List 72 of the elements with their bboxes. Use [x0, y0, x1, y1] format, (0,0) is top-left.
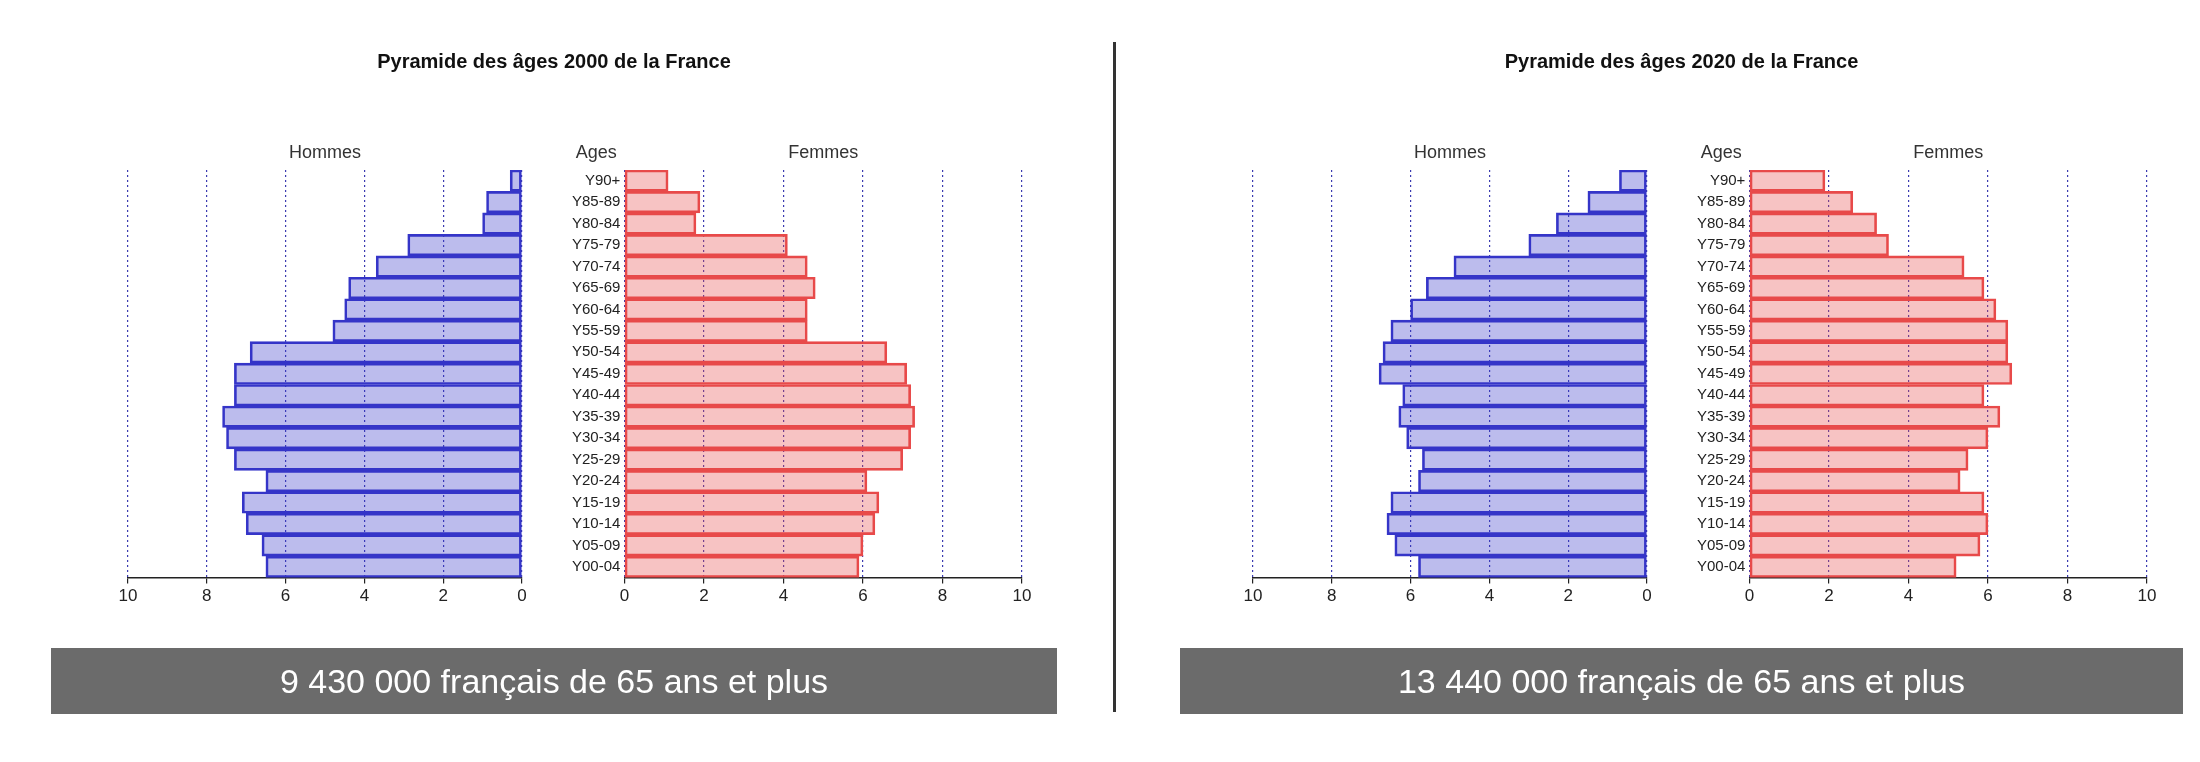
text: Hommes — [1413, 141, 1487, 162]
y-tick-label: Y70-74 — [571, 256, 621, 274]
y-tick-label: Y15-19 — [1696, 492, 1746, 510]
y-tick-label: Y60-64 — [1696, 299, 1746, 317]
x-tick-label: 4 — [778, 586, 789, 606]
text: Hommes — [288, 141, 362, 162]
y-tick-label: Y35-39 — [571, 406, 621, 424]
y-tick-label: Y45-49 — [571, 363, 621, 381]
y-tick-label: Y25-29 — [1696, 449, 1746, 467]
y-tick-label: Y10-14 — [1696, 514, 1746, 532]
y-tick-label: Y40-44 — [1696, 385, 1746, 403]
text: 13 440 000 français de 65 ans et plus — [1180, 648, 2183, 714]
y-tick-label: Y25-29 — [571, 449, 621, 467]
x-tick-label: 6 — [858, 586, 868, 606]
y-tick-label: Y50-54 — [571, 342, 621, 360]
y-tick-label: Y30-34 — [571, 428, 621, 446]
y-tick-label: Y15-19 — [571, 492, 621, 510]
chart-title: Pyramide des âges 2020 de la France — [1503, 50, 1860, 73]
y-tick-label: Y90+ — [584, 170, 621, 188]
x-tick-label: 6 — [1405, 586, 1416, 606]
y-tick-label: Y40-44 — [571, 385, 621, 403]
x-tick-label: 4 — [1484, 586, 1495, 606]
x-tick-label: 4 — [1903, 586, 1914, 606]
x-tick-label: 2 — [699, 586, 709, 606]
x-tick-label: 8 — [202, 586, 212, 606]
y-tick-label: Y75-79 — [571, 235, 621, 253]
x-tick-label: 8 — [937, 586, 948, 606]
x-tick-label: 4 — [359, 586, 370, 606]
x-tick-label: 10 — [1243, 586, 1263, 606]
x-tick-label: 8 — [2062, 586, 2073, 606]
text: Femmes — [1913, 141, 1984, 162]
chart-title: Pyramide des âges 2000 de la France — [376, 50, 732, 73]
x-tick-label: 0 — [1744, 586, 1755, 606]
y-tick-label: Y55-59 — [571, 321, 621, 339]
x-tick-label: 8 — [1327, 586, 1337, 606]
x-tick-label: 2 — [438, 586, 448, 606]
y-axis-title: Ages — [575, 141, 617, 162]
text: 9 430 000 français de 65 ans et plus — [51, 648, 1057, 714]
x-tick-label: 0 — [517, 586, 527, 606]
y-tick-label: Y50-54 — [1696, 342, 1746, 360]
y-tick-label: Y30-34 — [1696, 428, 1746, 446]
x-tick-label: 6 — [1983, 586, 1993, 606]
y-tick-label: Y75-79 — [1696, 235, 1746, 253]
x-tick-label: 2 — [1824, 586, 1834, 606]
y-tick-label: Y80-84 — [571, 213, 621, 231]
y-axis-title: Ages — [1700, 141, 1742, 162]
x-tick-label: 10 — [2137, 586, 2157, 606]
x-tick-label: 0 — [619, 586, 630, 606]
y-tick-label: Y70-74 — [1696, 256, 1746, 274]
y-tick-label: Y45-49 — [1696, 363, 1746, 381]
x-tick-label: 2 — [1563, 586, 1573, 606]
y-tick-label: Y00-04 — [571, 557, 621, 575]
y-tick-label: Y85-89 — [571, 192, 621, 210]
text: Femmes — [788, 141, 859, 162]
y-tick-label: Y05-09 — [1696, 535, 1746, 553]
y-tick-label: Y65-69 — [571, 278, 621, 296]
y-tick-label: Y65-69 — [1696, 278, 1746, 296]
y-tick-label: Y90+ — [1709, 170, 1746, 188]
y-tick-label: Y85-89 — [1696, 192, 1746, 210]
y-tick-label: Y05-09 — [571, 535, 621, 553]
x-tick-label: 6 — [280, 586, 291, 606]
y-tick-label: Y35-39 — [1696, 406, 1746, 424]
y-tick-label: Y10-14 — [571, 514, 621, 532]
y-tick-label: Y80-84 — [1696, 213, 1746, 231]
x-tick-label: 0 — [1642, 586, 1652, 606]
y-tick-label: Y55-59 — [1696, 321, 1746, 339]
x-tick-label: 10 — [118, 586, 138, 606]
y-tick-label: Y20-24 — [571, 471, 621, 489]
y-tick-label: Y20-24 — [1696, 471, 1746, 489]
x-tick-label: 10 — [1012, 586, 1032, 606]
y-tick-label: Y00-04 — [1696, 557, 1746, 575]
y-tick-label: Y60-64 — [571, 299, 621, 317]
